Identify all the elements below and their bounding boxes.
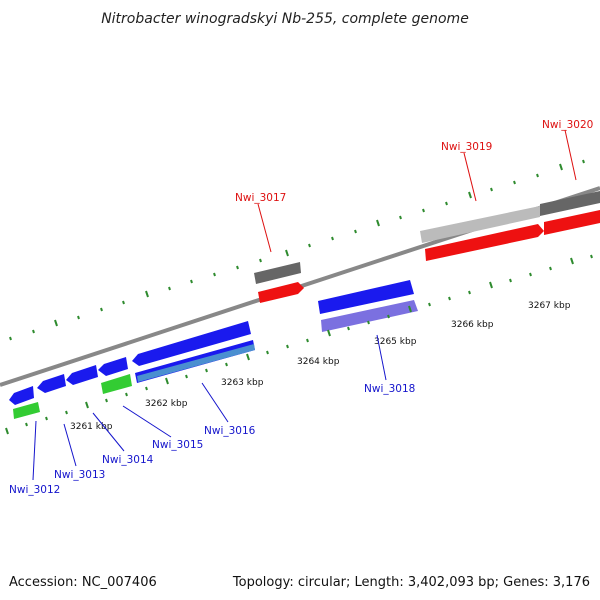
map-title: Nitrobacter winogradskyi Nb-255, complet… [101, 11, 469, 27]
scale-labels: 3261 kbp 3262 kbp 3263 kbp 3264 kbp 3265… [70, 301, 571, 432]
gene-nwi-3020[interactable] [544, 210, 600, 235]
forward-strand-features [9, 280, 418, 419]
gene-label-nwi-3019[interactable]: Nwi_3019 [441, 141, 492, 153]
gene-label-nwi-3014[interactable]: Nwi_3014 [102, 454, 154, 466]
gene-nwi-3020-gray[interactable] [540, 191, 600, 216]
gene-nwi-3016-teal[interactable] [137, 344, 255, 382]
inner-tick-row [5, 254, 593, 435]
gene-label-nwi-3018[interactable]: Nwi_3018 [364, 383, 415, 395]
genome-summary-text: Topology: circular; Length: 3,402,093 bp… [232, 575, 590, 590]
gene-nwi-3017-gray[interactable] [254, 262, 301, 284]
gene-nwi-3014[interactable] [66, 365, 98, 385]
gene-nwi-3018[interactable] [318, 280, 414, 314]
scale-label: 3263 kbp [221, 378, 264, 388]
gene-nwi-3017[interactable] [258, 282, 304, 303]
gene-label-nwi-3015[interactable]: Nwi_3015 [152, 439, 203, 451]
accession-text: Accession: NC_007406 [9, 575, 157, 590]
gene-nwi-3013[interactable] [37, 374, 66, 393]
scale-label: 3262 kbp [145, 399, 188, 409]
scale-label: 3265 kbp [374, 337, 417, 347]
gene-nwi-3018-purple[interactable] [321, 300, 418, 332]
gene-nwi-3015[interactable] [98, 357, 128, 376]
gene-nwi-3012[interactable] [9, 386, 34, 405]
gene-label-nwi-3013[interactable]: Nwi_3013 [54, 469, 105, 481]
gene-nwi-3016[interactable] [132, 321, 251, 366]
gene-label-nwi-3017[interactable]: Nwi_3017 [235, 192, 286, 204]
outer-tick-row [9, 159, 585, 341]
gene-label-nwi-3016[interactable]: Nwi_3016 [204, 425, 256, 437]
gene-nwi-3019[interactable] [425, 224, 544, 261]
scale-label: 3266 kbp [451, 320, 494, 330]
gene-label-nwi-3012[interactable]: Nwi_3012 [9, 484, 60, 496]
scale-label: 3264 kbp [297, 357, 340, 367]
scale-label: 3261 kbp [70, 422, 113, 432]
gene-nwi-3015-rna[interactable] [101, 374, 132, 394]
label-leader-lines [32, 129, 577, 481]
gene-nwi-3012-rna[interactable] [13, 402, 40, 419]
gene-nwi-3019-gray[interactable] [420, 206, 540, 243]
scale-label: 3267 kbp [528, 301, 571, 311]
map-contents: 3261 kbp 3262 kbp 3263 kbp 3264 kbp 3265… [0, 119, 600, 496]
gene-label-nwi-3020[interactable]: Nwi_3020 [542, 119, 593, 131]
reverse-strand-features [254, 191, 600, 303]
gene-labels: Nwi_3012 Nwi_3013 Nwi_3014 Nwi_3015 Nwi_… [9, 119, 593, 496]
